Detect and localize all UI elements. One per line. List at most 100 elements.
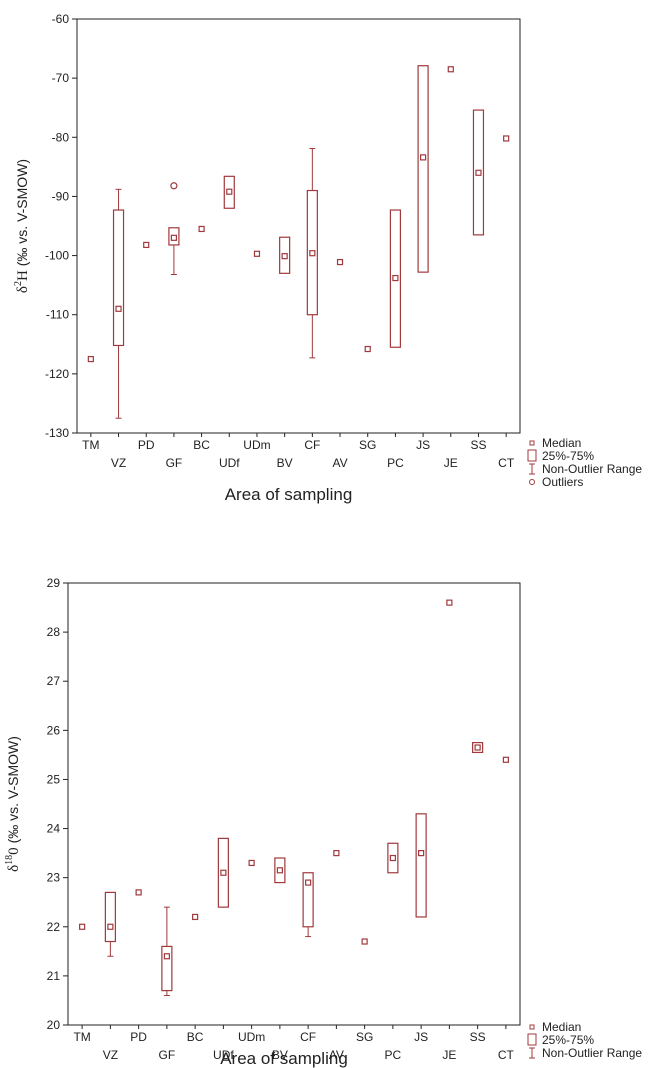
median-JE — [446, 599, 453, 606]
x-tick-label: SG — [359, 438, 376, 452]
x-tick-label: GF — [159, 1048, 176, 1062]
x-tick-label: JS — [416, 438, 430, 452]
median-BV — [281, 253, 288, 260]
x-tick-label: JS — [414, 1030, 428, 1044]
legend-box-swatch — [527, 1033, 537, 1046]
y-tick-label: 25 — [47, 772, 61, 786]
legend-outlier-swatch — [529, 479, 535, 485]
median-TM — [87, 355, 94, 363]
y-tick-label: 21 — [47, 969, 61, 983]
x-tick-label: SS — [470, 438, 486, 452]
x-tick-label: CT — [498, 1048, 515, 1062]
x-tick-label: AV — [329, 1048, 344, 1062]
box-PC — [387, 842, 399, 874]
x-tick-label: PD — [138, 438, 155, 452]
box-UDf — [223, 175, 235, 209]
y-axis-title: δ180 (‰ vs. V-SMOW) — [4, 736, 22, 872]
x-axis-title: Area of sampling — [220, 1049, 348, 1068]
x-tick-label: UDf — [219, 456, 240, 470]
box-CF — [302, 872, 314, 928]
x-tick-label: TM — [73, 1030, 90, 1044]
x-tick-label: TM — [82, 438, 99, 452]
x-tick-label: CF — [304, 438, 320, 452]
y-tick-label: -70 — [52, 71, 70, 85]
x-tick-label: PC — [385, 1048, 402, 1062]
y-tick-label: -100 — [45, 249, 69, 263]
y-tick-label: 27 — [47, 674, 61, 688]
median-JS — [418, 850, 425, 857]
chart-2: 29 28 27 26 25 24 23 22 21 20 TM VZ PD GF BC UDf UDm BV CF… — [4, 576, 642, 1068]
median-PC — [389, 854, 396, 862]
median-JS — [419, 154, 427, 161]
y-tick-label: -130 — [45, 426, 69, 440]
y-tick-label: 22 — [47, 920, 61, 934]
x-tick-label: AV — [332, 456, 347, 470]
legend-median-swatch — [529, 1024, 535, 1030]
median-CF — [309, 250, 316, 257]
y-tick-label: -90 — [52, 189, 70, 203]
x-tick-label: PC — [387, 456, 404, 470]
box-VZ — [112, 209, 125, 347]
legend-label: 25%-75% — [542, 449, 594, 463]
x-tick-label: PD — [130, 1030, 147, 1044]
legend-label: Outliers — [542, 475, 583, 489]
legend-median-swatch — [529, 440, 535, 446]
median-PC — [392, 274, 399, 282]
x-tick-label: BV — [277, 456, 293, 470]
outlier-GF — [170, 182, 178, 190]
x-tick-label: VZ — [103, 1048, 118, 1062]
legend-label: Non-Outlier Range — [542, 1046, 642, 1060]
y-tick-label: 26 — [47, 723, 61, 737]
box-VZ — [104, 891, 116, 943]
median-GF — [163, 953, 170, 960]
x-tick-label: VZ — [111, 456, 126, 470]
median-UDf — [220, 869, 227, 876]
y-axis-title: δ2H (‰ vs. V-SMOW) — [13, 159, 31, 293]
x-tick-label: BC — [193, 438, 210, 452]
box-GF — [168, 227, 180, 246]
median-AV — [333, 850, 340, 857]
y-tick-label: -120 — [45, 367, 69, 381]
median-UDm — [253, 250, 261, 257]
box-GF — [161, 945, 173, 992]
legend-label: Median — [542, 436, 581, 450]
x-tick-label: BV — [272, 1048, 288, 1062]
median-CT — [503, 135, 510, 142]
median-AV — [336, 258, 344, 266]
chart-1: -60 -70 -80 -90 -100 -110 -120 -130 TM VZ PD GF BC UD… — [13, 12, 642, 504]
y-tick-label: -80 — [52, 130, 70, 144]
median-CF — [305, 879, 312, 886]
median-JE — [447, 66, 454, 73]
x-tick-label: UDm — [243, 438, 270, 452]
x-axis-title: Area of sampling — [225, 485, 353, 504]
y-tick-label: 20 — [47, 1018, 61, 1032]
x-tick-label: UDf — [213, 1048, 234, 1062]
legend-label: Non-Outlier Range — [542, 462, 642, 476]
median-CT — [502, 756, 509, 763]
x-tick-label: SG — [356, 1030, 373, 1044]
legend-box-swatch — [527, 449, 537, 462]
x-tick-label: CT — [498, 456, 515, 470]
median-UDm — [248, 859, 255, 867]
x-tick-label: SS — [470, 1030, 486, 1044]
x-tick-label: GF — [166, 456, 183, 470]
y-tick-label: -110 — [46, 308, 69, 322]
median-TM — [79, 923, 86, 930]
box-PC — [389, 209, 402, 348]
y-tick-label: -60 — [52, 12, 70, 26]
x-tick-label: JE — [442, 1048, 456, 1062]
legend-label: Median — [542, 1020, 581, 1034]
median-SG — [361, 938, 368, 945]
x-tick-label: JE — [444, 456, 458, 470]
plot-frame — [67, 582, 521, 1026]
median-UDf — [226, 188, 233, 195]
box-SS — [472, 109, 485, 236]
y-tick-label: 29 — [47, 576, 61, 590]
box-UDf — [217, 837, 229, 908]
median-PD — [135, 889, 142, 896]
median-PD — [143, 241, 150, 249]
legend-label: 25%-75% — [542, 1033, 594, 1047]
median-VZ — [115, 305, 122, 312]
box-BV — [279, 236, 291, 274]
